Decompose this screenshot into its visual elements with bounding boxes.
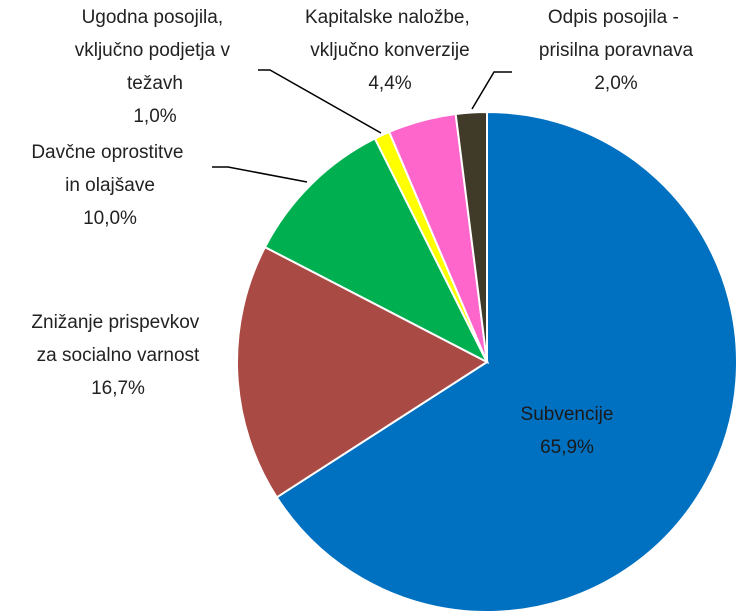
slice-label: Odpis posojila - prisilna poravnava (539, 7, 694, 61)
leader-line (212, 166, 308, 183)
value-label: 4,4% (368, 73, 411, 94)
leader-lines (212, 69, 512, 183)
leader-line (258, 69, 382, 134)
slice-label: Kapitalske naložbe, vključno konverzije (305, 7, 475, 61)
slice-label: Znižanje prispevkov za socialno varnost (31, 312, 204, 366)
pie-slice (454, 110, 488, 363)
value-label: 1,0% (133, 106, 176, 127)
slice-label: Ugodna posojila, vključno podjetja v tež… (75, 7, 236, 94)
labels: Subvencije 65,9% Znižanje prispevkov za so… (31, 7, 693, 458)
pie (236, 110, 738, 613)
pie-slice (236, 245, 489, 499)
slice-label: Davčne oprostitve in olajšave (31, 142, 188, 196)
pie-slice (263, 137, 490, 365)
value-label: 2,0% (594, 73, 637, 94)
leader-line (471, 71, 512, 110)
value-label: 16,7% (91, 378, 145, 399)
value-label: 65,9% (540, 437, 594, 458)
pie-slice (275, 110, 738, 613)
slice-label: Subvencije (521, 404, 614, 425)
value-label: 10,0% (83, 208, 137, 229)
